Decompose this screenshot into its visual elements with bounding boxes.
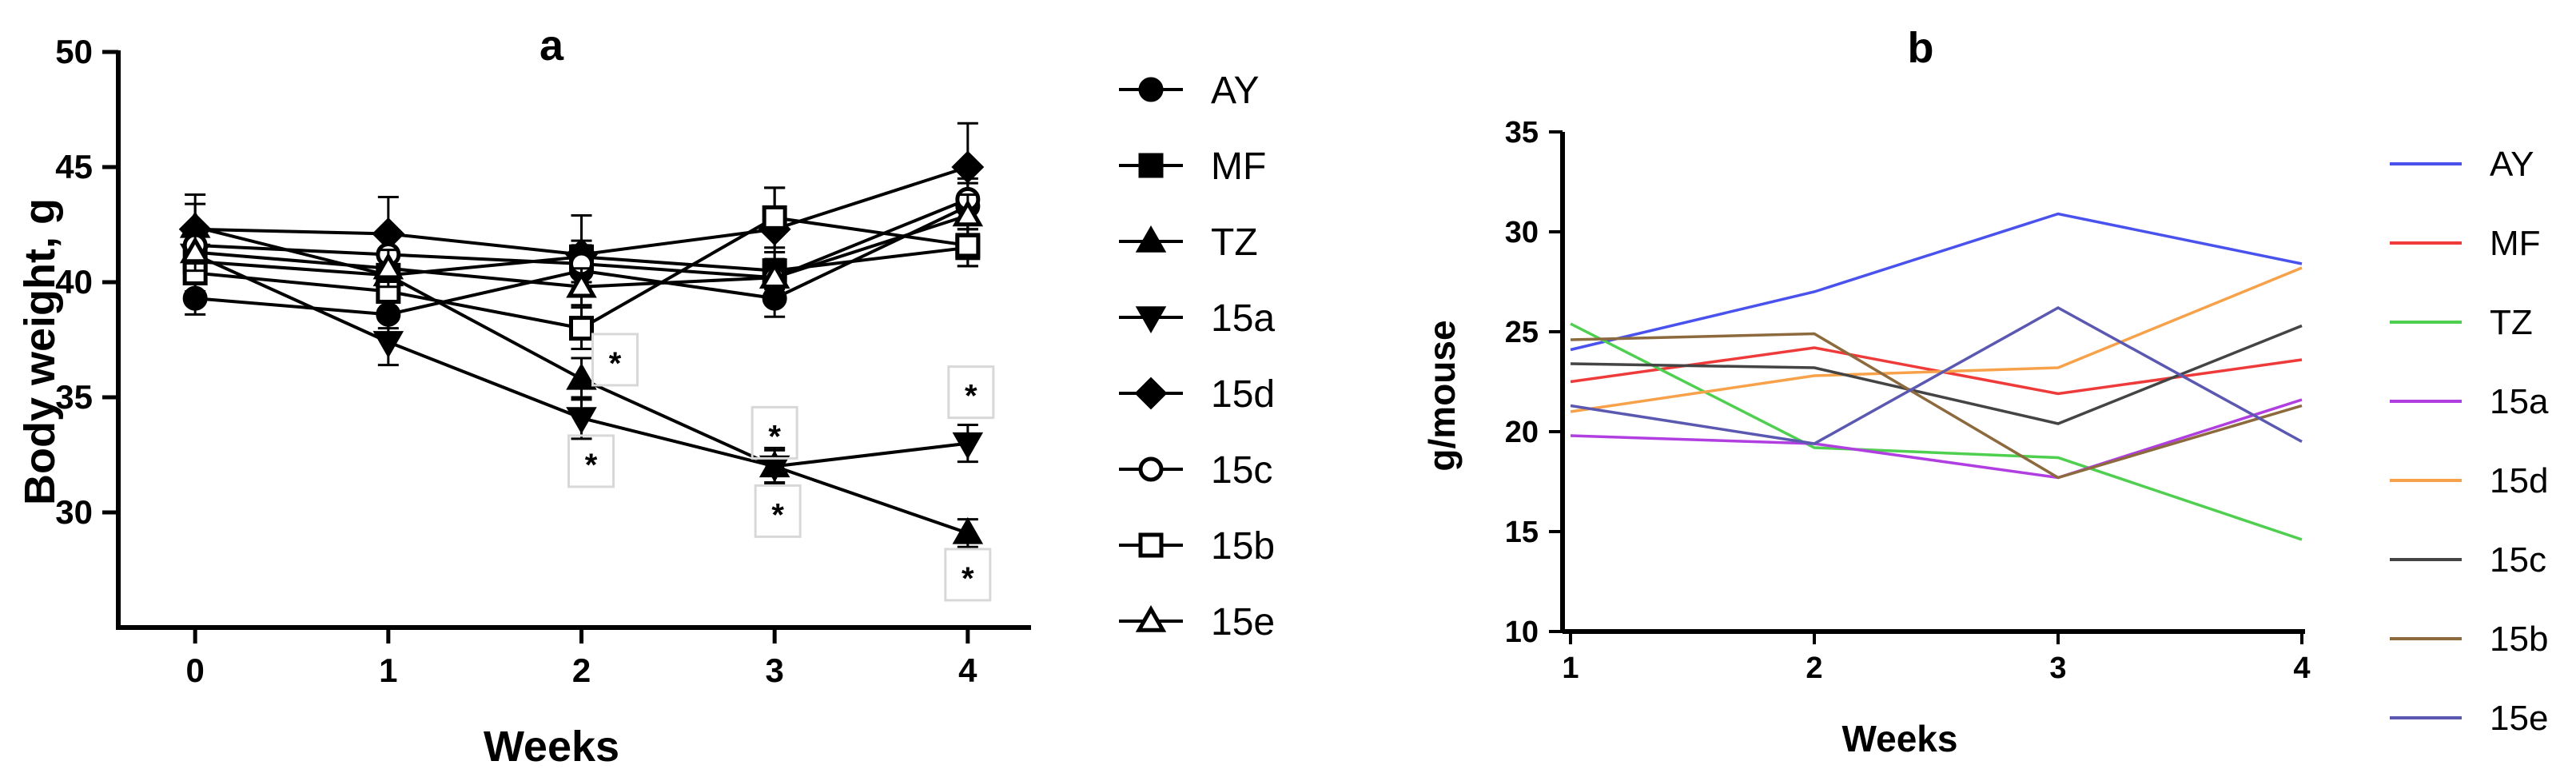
- panel-a-y-tick-label: 45: [55, 148, 93, 185]
- panel-b-x-tick-label: 3: [2049, 651, 2066, 685]
- panel-b-series-group: [1570, 212, 2303, 541]
- panel-a-point-15d: [951, 150, 985, 184]
- panel-b-line-15a: [1570, 398, 2303, 480]
- panel-b-y-tick-label: 25: [1505, 316, 1539, 349]
- panel-a-point-15a: [952, 432, 984, 460]
- panel-a-legend-marker-ay: [1138, 77, 1164, 102]
- panel-b-legend-label-ay: AY: [2490, 145, 2534, 184]
- panel-b-y-axis-label: g/mouse: [1421, 320, 1463, 471]
- panel-b-line-ay: [1570, 212, 2303, 352]
- panel-a-title: a: [539, 22, 564, 70]
- panel-a-point-tz: [952, 516, 984, 544]
- panel-a-legend-label-mf: MF: [1211, 145, 1266, 188]
- panel-a-legend-label-15c: 15c: [1211, 449, 1272, 492]
- panel-a-legend-marker-tz: [1135, 225, 1167, 253]
- panel-a-significance-star: *: [609, 346, 622, 381]
- panel-b-title: b: [1908, 24, 1934, 72]
- panel-a-point-15e: [179, 236, 211, 264]
- panel-a-legend-label-tz: TZ: [1211, 221, 1258, 264]
- panel-a-y-tick-label: 30: [55, 493, 93, 531]
- panel-b-y-tick-label: 30: [1505, 216, 1539, 249]
- panel-b-axes: 10 15 20 25 30 35 1 2 3 4: [1505, 116, 2311, 685]
- panel-a-point-15a: [566, 407, 597, 434]
- panel-b-legend-label-15b: 15b: [2490, 620, 2548, 659]
- panel-a-legend-label-15a: 15a: [1211, 297, 1275, 340]
- panel-a-significance-box: [591, 333, 639, 387]
- panel-a-legend-marker-15b: [1138, 532, 1164, 558]
- panel-b-line-15e: [1570, 306, 2303, 445]
- panel-a-x-tick-label: 3: [765, 651, 783, 689]
- panel-a-significance-box: [751, 405, 798, 460]
- panel-a-axes: 30 35 40 45 50 0 1 2 3 4: [55, 33, 1031, 689]
- panel-b-line-15b: [1570, 332, 2303, 480]
- panel-a-point-15b: [955, 233, 981, 258]
- panel-b-legend-label-tz: TZ: [2490, 303, 2533, 342]
- panel-a-point-15e: [952, 199, 984, 227]
- panel-b-x-tick-label: 2: [1806, 651, 1822, 685]
- panel-a-x-tick-label: 2: [572, 651, 591, 689]
- panel-a-legend-label-15b: 15b: [1211, 525, 1275, 568]
- panel-a-legend-marker-15c: [1138, 456, 1164, 482]
- panel-a-significance-box: [944, 548, 992, 602]
- panel-a-legend-label-15d: 15d: [1211, 373, 1275, 416]
- panel-a-point-15b: [569, 316, 594, 341]
- panel-a-significance-box: [754, 484, 802, 538]
- panel-a-significance-star: *: [771, 497, 784, 532]
- panel-a-legend-marker-15a: [1135, 306, 1167, 333]
- panel-a-legend-label-ay: AY: [1211, 70, 1259, 112]
- panel-b-x-axis-label: Weeks: [1842, 718, 1958, 759]
- panel-a-legend-label-15e: 15e: [1211, 601, 1275, 644]
- panel-b-legend-label-mf: MF: [2490, 224, 2541, 263]
- panel-a-point-15e: [372, 252, 404, 280]
- panel-b-y-tick-label: 20: [1505, 416, 1539, 449]
- panel-a-point-tz: [566, 362, 597, 390]
- panel-b-x-tick-label: 1: [1562, 651, 1579, 685]
- panel-a-significance-star: *: [962, 561, 974, 596]
- panel-a-point-15e: [758, 261, 790, 289]
- panel-a-x-axis-label: Weeks: [484, 723, 619, 771]
- panel-a-legend-marker-15d: [1134, 377, 1168, 410]
- panel-a-x-tick-label: 4: [958, 651, 977, 689]
- panel-a-significance-box: [947, 365, 995, 420]
- panel-a-legend-marker-15e: [1135, 605, 1167, 632]
- panel-a-body-weight-chart: a 30 35 40 45 50 0 1 2 3 4 * * * * * * Weeks Body weig…: [16, 22, 1275, 771]
- panel-b-legend-label-15c: 15c: [2490, 540, 2546, 580]
- panel-a-series-group: [178, 122, 985, 548]
- panel-a-legend: AY MF TZ 15a 15d 15c 15b 15e: [1119, 70, 1275, 644]
- panel-a-significance-star: *: [585, 448, 598, 483]
- panel-b-y-tick-label: 15: [1505, 516, 1539, 549]
- panel-b-legend-label-15a: 15a: [2490, 382, 2549, 421]
- panel-b-line-15d: [1570, 266, 2303, 413]
- panel-a-y-axis-label: Body weight, g: [16, 198, 64, 505]
- panel-a-point-15a: [372, 331, 404, 358]
- panel-b-legend: AY MF TZ 15a 15d 15c 15b 15e: [2390, 145, 2549, 738]
- panel-a-annotations: * * * * * *: [567, 333, 995, 602]
- panel-a-y-tick-label: 50: [55, 33, 93, 70]
- panel-b-legend-label-15e: 15e: [2490, 699, 2548, 738]
- panel-a-point-15e: [566, 270, 597, 298]
- panel-a-significance-star: *: [965, 379, 977, 414]
- panel-a-significance-star: *: [768, 419, 781, 454]
- panel-b-x-tick-label: 4: [2293, 651, 2310, 685]
- panel-b-line-tz: [1570, 322, 2303, 541]
- panel-a-legend-marker-mf: [1138, 153, 1164, 178]
- panel-b-y-tick-label: 10: [1505, 616, 1539, 649]
- panel-a-point-15b: [762, 205, 787, 230]
- panel-b-legend-label-15d: 15d: [2490, 461, 2548, 500]
- panel-a-x-tick-label: 1: [379, 651, 397, 689]
- panel-b-food-intake-chart: b 10 15 20 25 30 35 1 2 3 4 Weeks g/mouse AY MF TZ 1…: [1421, 24, 2549, 759]
- panel-a-x-tick-label: 0: [185, 651, 204, 689]
- panel-a-y-tick-label: 35: [55, 378, 93, 416]
- panel-a-y-tick-label: 40: [55, 263, 93, 301]
- panel-b-y-tick-label: 35: [1505, 116, 1539, 149]
- panel-a-significance-box: [567, 434, 615, 488]
- panel-a-series-15e: [179, 193, 984, 307]
